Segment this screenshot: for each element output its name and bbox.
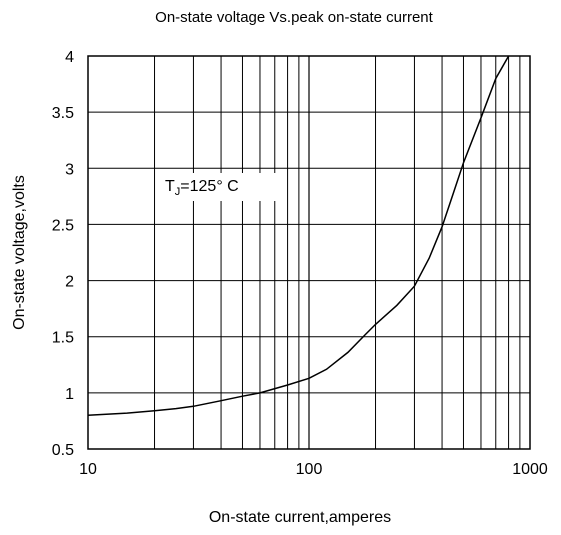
x-tick-labels: 10 100 1000 — [79, 461, 548, 478]
x-tick-label: 10 — [79, 461, 97, 478]
grid — [88, 56, 530, 449]
annotation-rest: =125° C — [180, 178, 238, 195]
y-tick-label: 2 — [65, 274, 74, 291]
series-line — [87, 55, 510, 417]
annotation-background — [159, 173, 281, 201]
x-tick-label: 1000 — [512, 461, 548, 478]
y-tick-label: 1.5 — [52, 330, 74, 347]
y-axis-label: On-state voltage,volts — [11, 175, 28, 330]
y-tick-label: 3.5 — [52, 105, 74, 122]
y-tick-label: 0.5 — [52, 442, 74, 459]
chart-title: On-state voltage Vs.peak on-state curren… — [155, 9, 433, 26]
y-tick-label: 2.5 — [52, 217, 74, 234]
y-tick-label: 3 — [65, 161, 74, 178]
y-tick-labels: 0.5 1 1.5 2 2.5 3 3.5 4 — [52, 49, 74, 459]
annotation-subscript: J — [175, 186, 181, 198]
x-tick-label: 100 — [296, 461, 323, 478]
y-tick-label: 1 — [65, 386, 74, 403]
y-tick-label: 4 — [65, 49, 74, 66]
x-axis-label: On-state current,amperes — [209, 509, 391, 526]
annotation-main: T — [165, 178, 175, 195]
temperature-annotation: TJ=125° C — [165, 178, 239, 198]
plot-frame — [87, 55, 531, 450]
